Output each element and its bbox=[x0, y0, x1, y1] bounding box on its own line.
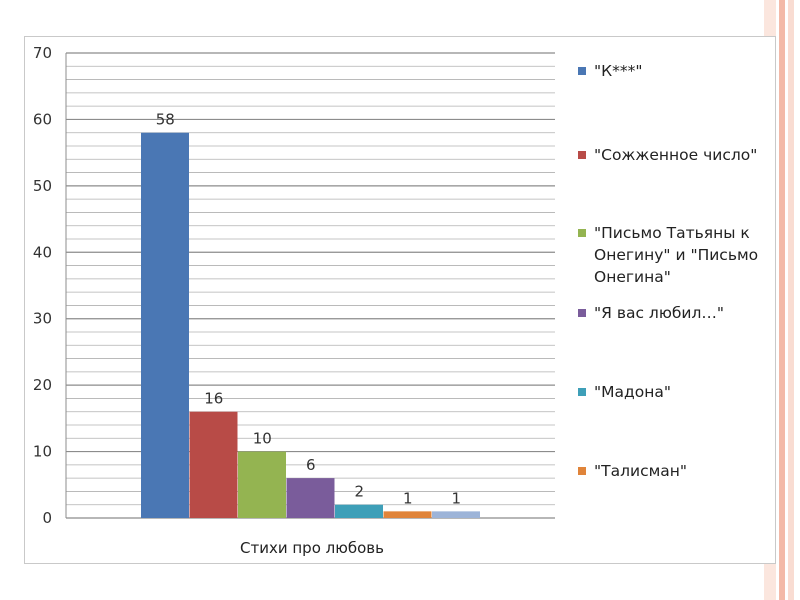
legend-entry: "К***" bbox=[594, 62, 643, 80]
data-label: 1 bbox=[403, 489, 413, 507]
data-label: 58 bbox=[156, 111, 175, 129]
bar bbox=[383, 511, 432, 518]
legend-swatch bbox=[578, 309, 586, 317]
legend-swatch bbox=[578, 151, 586, 159]
bar bbox=[238, 451, 286, 518]
bar bbox=[432, 511, 480, 518]
y-tick-label: 50 bbox=[33, 177, 52, 195]
data-labels: 58 16 10 6 2 1 1 bbox=[156, 111, 461, 508]
bar bbox=[335, 504, 383, 518]
bar bbox=[189, 411, 238, 518]
bars bbox=[141, 132, 480, 518]
decor-stripe-light-2 bbox=[788, 0, 794, 600]
decor-stripe-dark bbox=[779, 0, 785, 600]
y-tick-label: 60 bbox=[33, 110, 52, 128]
bar bbox=[286, 478, 335, 518]
y-tick-label: 40 bbox=[33, 243, 52, 261]
legend-entry: "Сожженное число" bbox=[594, 146, 757, 164]
legend-swatch bbox=[578, 229, 586, 237]
legend-swatch bbox=[578, 67, 586, 75]
y-tick-label: 30 bbox=[33, 310, 52, 328]
legend-swatch bbox=[578, 388, 586, 396]
legend-entry: "Я вас любил…" bbox=[594, 304, 724, 322]
bar bbox=[141, 132, 189, 518]
data-label: 6 bbox=[306, 456, 316, 474]
data-label: 1 bbox=[451, 489, 461, 507]
legend-entry: "Талисман" bbox=[594, 462, 687, 480]
x-category-label: Стихи про любовь bbox=[240, 539, 384, 557]
y-tick-label: 10 bbox=[33, 443, 52, 461]
legend-swatch bbox=[578, 467, 586, 475]
legend: "К***" "Сожженное число" "Письмо Татьяны к… bbox=[578, 62, 758, 480]
legend-entry: "Мадона" bbox=[594, 383, 671, 401]
legend-entry: "Письмо Татьяны к Онегину" и "Письмо Онеги… bbox=[594, 224, 758, 286]
y-tick-label: 20 bbox=[33, 376, 52, 394]
gridlines bbox=[65, 52, 555, 519]
y-axis-ticks: 0 10 20 30 40 50 60 70 bbox=[33, 44, 52, 527]
y-tick-label: 70 bbox=[33, 44, 52, 62]
data-label: 10 bbox=[253, 430, 272, 448]
data-label: 16 bbox=[204, 390, 223, 408]
data-label: 2 bbox=[354, 483, 364, 501]
y-tick-label: 0 bbox=[42, 509, 52, 527]
